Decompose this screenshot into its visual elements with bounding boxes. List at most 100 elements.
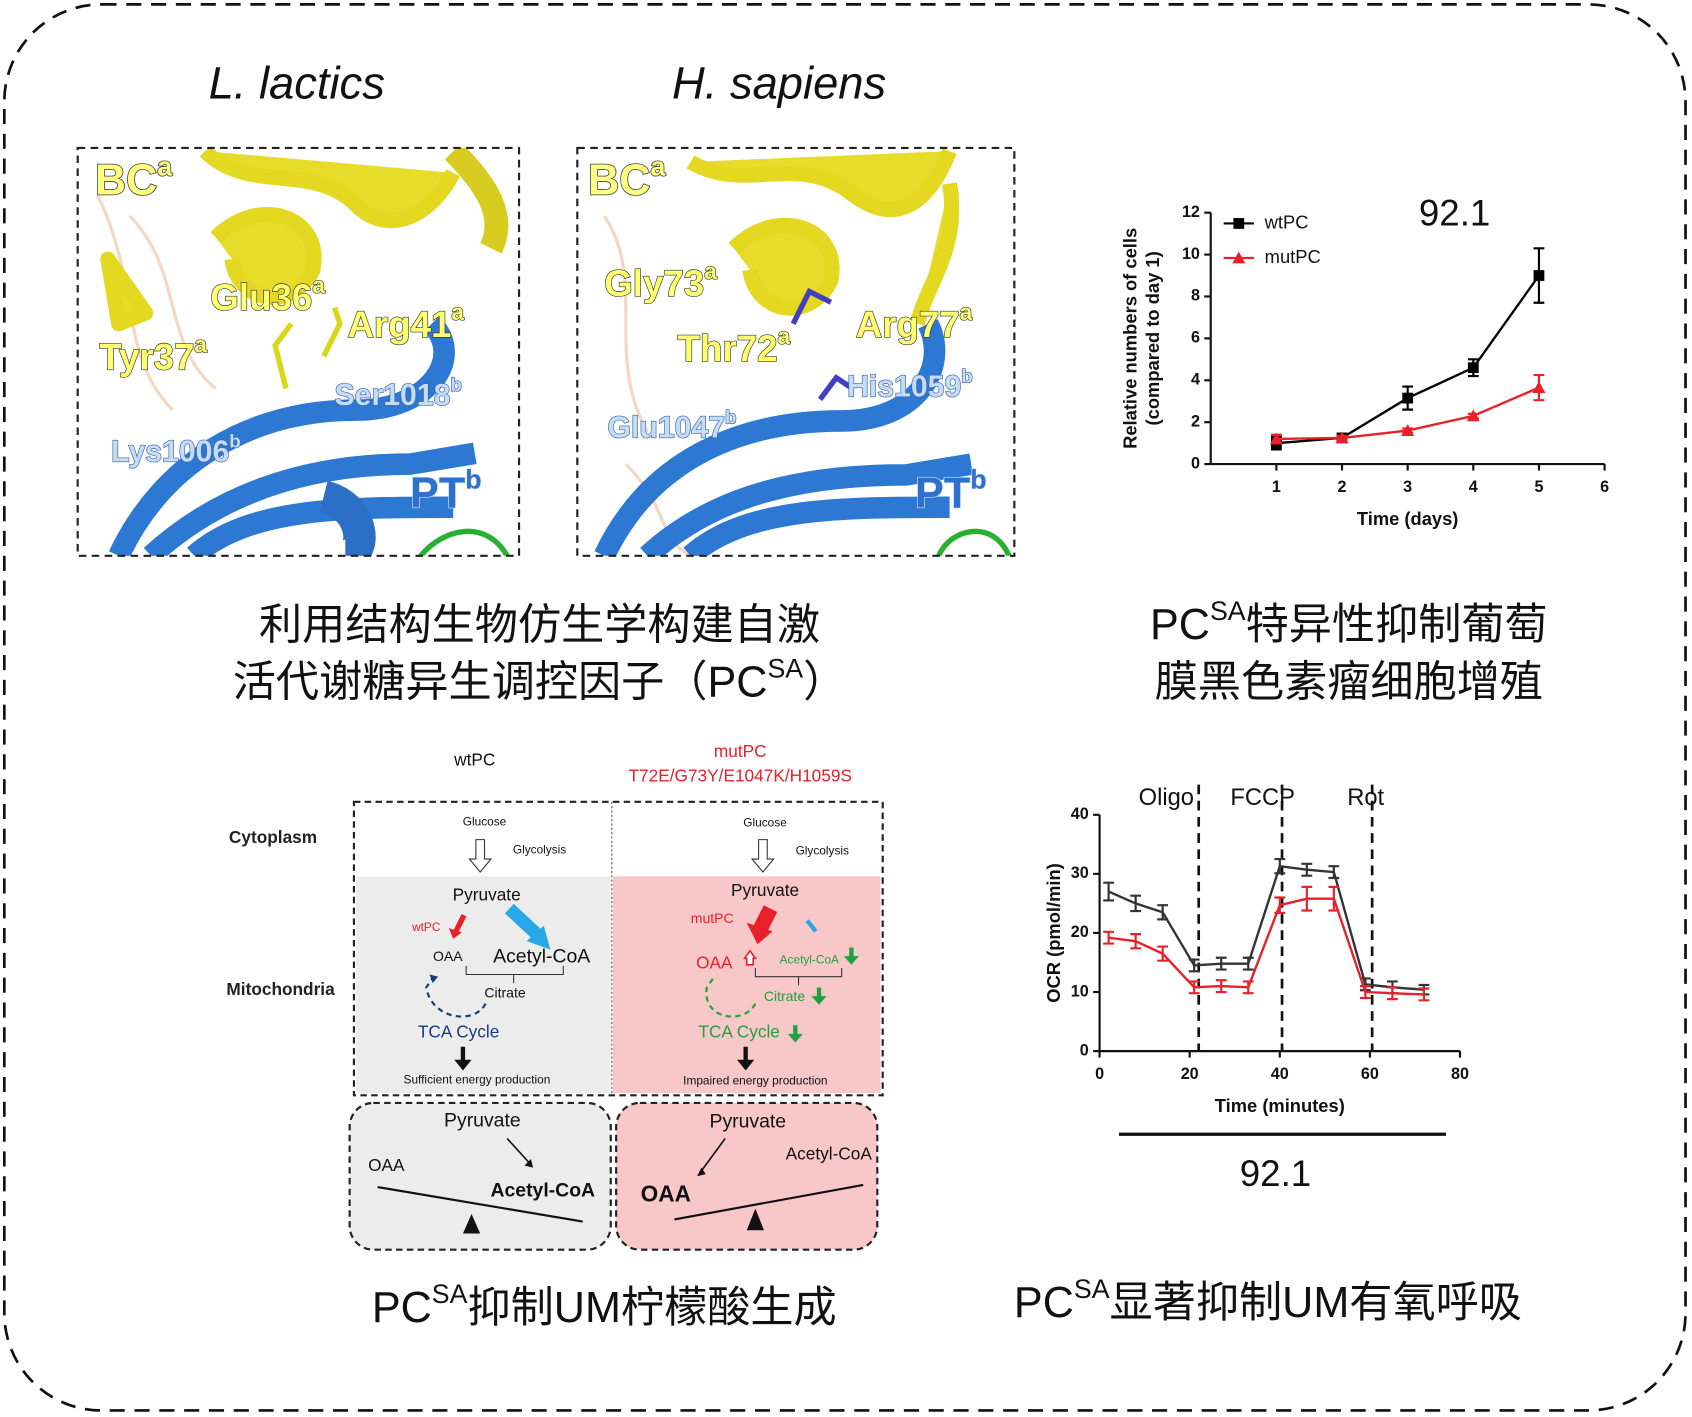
marker [1467, 362, 1479, 374]
y-axis-label: OCR (pmol/min) [1043, 863, 1064, 1002]
metabolite: OAA [368, 1155, 405, 1175]
metabolite: Acetyl-CoA [490, 1180, 595, 1202]
error-bar [1328, 885, 1340, 912]
residue-label: BCa [588, 152, 666, 205]
series-line [1108, 864, 1425, 991]
y-axis-label: (compared to day 1) [1142, 251, 1163, 425]
caption: PCSA显著抑制UM有氧呼吸 [1014, 1274, 1522, 1327]
y-tick-label: 0 [1191, 454, 1200, 472]
metabolite: Acetyl-CoA [780, 953, 839, 967]
y-axis-label: Relative numbers of cells [1119, 228, 1140, 449]
x-tick-label: 6 [1600, 478, 1609, 496]
structure-panel [576, 146, 1016, 557]
error-bar [1157, 904, 1169, 921]
y-tick-label: 8 [1191, 287, 1200, 305]
injection-label: FCCP [1230, 785, 1295, 811]
legend-marker [1232, 251, 1246, 264]
y-tick-label: 6 [1191, 329, 1200, 347]
error-bar [1103, 881, 1114, 902]
x-tick-label: 1 [1272, 478, 1281, 496]
y-tick-label: 4 [1191, 371, 1200, 389]
enzyme: mutPC [691, 910, 734, 926]
y-tick-label: 12 [1182, 203, 1200, 221]
error-bar [1418, 987, 1430, 1002]
error-bar [1215, 956, 1227, 971]
legend-marker [1233, 218, 1245, 229]
error-bar [1274, 896, 1286, 914]
x-tick-label: 4 [1469, 478, 1478, 496]
error-bar [1359, 985, 1371, 1000]
error-bar [1274, 858, 1286, 875]
x-axis-label: Time (minutes) [1215, 1095, 1345, 1116]
residue-label: Glu1047b [608, 407, 737, 445]
injection-label: Oligo [1139, 785, 1194, 811]
pathway: Glycolysis [513, 843, 566, 857]
y-tick-label: 10 [1071, 982, 1089, 1000]
compartment-label: Cytoplasm [229, 827, 317, 847]
y-tick-label: 0 [1080, 1041, 1089, 1059]
metabolite: Glucose [463, 814, 507, 828]
metabolite: OAA [433, 948, 463, 964]
error-bar [1242, 956, 1254, 971]
residue-label: Arg41a [347, 299, 464, 345]
diagram-header: wtPC [453, 749, 495, 769]
metabolite: Pyruvate [453, 884, 521, 904]
marker [1533, 270, 1545, 281]
metabolite: Glucose [743, 816, 787, 830]
metabolite: Pyruvate [731, 880, 799, 900]
caption: PCSA抑制UM柠檬酸生成 [372, 1279, 837, 1332]
pathway: Glycolysis [796, 844, 849, 858]
marker [1269, 432, 1283, 445]
error-bar [1103, 930, 1114, 945]
species-title: H. sapiens [672, 57, 886, 108]
outcome: Sufficient energy production [404, 1072, 551, 1086]
error-bar [1215, 979, 1227, 994]
error-bar [1301, 885, 1313, 912]
error-bar [1188, 980, 1200, 995]
x-tick-label: 5 [1534, 478, 1543, 496]
residue-label: Arg77a [856, 299, 973, 345]
error-bar [1130, 933, 1142, 950]
x-tick-label: 20 [1181, 1065, 1199, 1083]
caption: 膜黑色素瘤细胞增殖 [1155, 659, 1543, 707]
series-line [1108, 897, 1425, 996]
metabolism-diagram [348, 800, 884, 1251]
metabolite: Citrate [764, 988, 805, 1004]
x-axis-label: Time (days) [1357, 508, 1459, 529]
error-bar [1301, 862, 1313, 877]
annotation: 92.1 [1419, 193, 1490, 234]
domain-label: PTb [915, 465, 987, 518]
residue-label: Glu36a [210, 272, 325, 318]
marker [1466, 409, 1480, 422]
x-tick-label: 80 [1451, 1065, 1469, 1083]
residue-label: Ser1018b [335, 375, 462, 413]
outer-border [2, 3, 1687, 1412]
y-tick-label: 2 [1191, 412, 1200, 430]
marker [1401, 424, 1415, 436]
residue-label: BCa [95, 152, 173, 205]
error-bar [1387, 986, 1398, 1001]
y-tick-label: 20 [1071, 923, 1089, 941]
legend-label: wtPC [1264, 211, 1309, 232]
legend-label: mutPC [1265, 246, 1321, 267]
residue-label: Lys1006b [111, 431, 241, 469]
error-bar [1188, 958, 1200, 973]
y-tick-label: 10 [1182, 245, 1200, 263]
error-bar [1242, 980, 1254, 995]
enzyme: wtPC [411, 920, 441, 934]
outcome: Impaired energy production [683, 1073, 827, 1087]
pathway: TCA Cycle [698, 1021, 779, 1041]
metabolite: OAA [696, 952, 733, 972]
marker [1335, 431, 1349, 444]
error-bar [1130, 894, 1142, 913]
diagram-header: T72E/G73Y/E1047K/H1059S [629, 766, 852, 786]
residue-label: His1059b [847, 366, 973, 404]
structure-panel [76, 146, 521, 557]
caption: PCSA特异性抑制葡萄 [1150, 596, 1548, 649]
annotation: 92.1 [1240, 1153, 1311, 1194]
species-title: L. lactics [209, 57, 385, 108]
metabolite: Pyruvate [710, 1110, 787, 1132]
y-tick-label: 40 [1071, 805, 1089, 823]
